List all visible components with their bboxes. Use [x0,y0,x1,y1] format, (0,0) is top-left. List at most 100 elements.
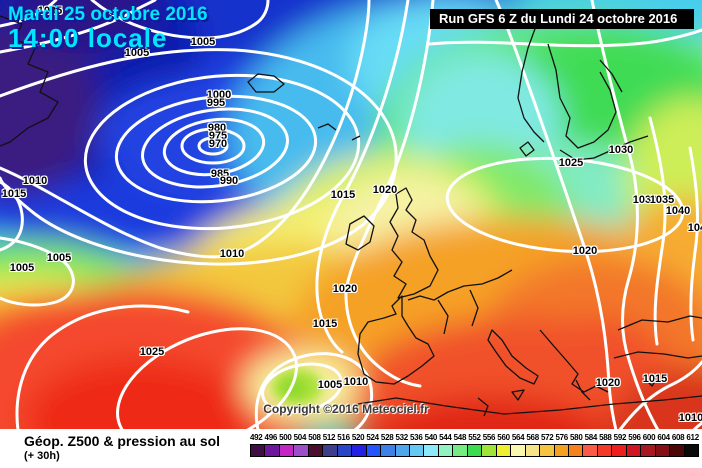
date-text: Mardi 25 octobre 2016 [8,4,208,25]
scale-swatch [279,445,295,456]
color-scale-values: 492 496 500 504 508 512 516 520 524 528 532 536 540 5… [246,429,702,442]
scale-value: 496 [264,433,278,442]
legend-caption-box: Géop. Z500 & pression au sol (+ 30h) [0,429,246,468]
scale-value: 492 [250,433,263,442]
pressure-label: 1005 [46,252,72,264]
scale-swatch [612,445,627,456]
scale-value: 532 [395,433,408,442]
scale-swatch [583,445,598,456]
scale-swatch [626,445,642,456]
pressure-label: 1010 [219,248,245,260]
scale-swatch [655,445,671,456]
scale-swatch [597,445,613,456]
scale-value: 508 [308,433,321,442]
date-box: Mardi 25 octobre 2016 14:00 locale [8,5,208,52]
scale-value: 612 [686,433,699,442]
scale-swatch [511,445,526,456]
pressure-label: 1005 [9,262,35,274]
run-info-box: Run GFS 6 Z du Lundi 24 octobre 2016 [430,9,694,29]
scale-value: 500 [279,433,292,442]
scale-swatch [453,445,468,456]
pressure-label: 1005 [190,36,216,48]
pressure-label: 1015 [330,189,356,201]
scale-value: 564 [511,433,525,442]
scale-swatch [540,445,555,456]
scale-swatch [395,445,410,456]
pressure-label: 1040 [665,205,691,217]
pressure-label: 1000 [206,89,232,101]
pressure-label: 1020 [332,283,358,295]
scale-value: 528 [380,433,394,442]
scale-value: 520 [351,433,365,442]
pressure-label: 1025 [139,346,165,358]
scale-value: 568 [526,433,539,442]
color-scale: 492 496 500 504 508 512 516 520 524 528 532 536 540 5… [246,429,702,468]
scale-value: 540 [424,433,438,442]
scale-swatch [482,445,497,456]
pressure-label: 985 [210,168,230,180]
scale-value: 504 [293,433,307,442]
scale-swatch [265,445,280,456]
pressure-label: 1030 [632,194,658,206]
pressure-label: 1015 [312,318,338,330]
pressure-label: 1015 [642,373,668,385]
legend-bar: Géop. Z500 & pression au sol (+ 30h) 492… [0,429,702,468]
scale-swatch [337,445,353,456]
scale-swatch [684,445,699,456]
pressure-label: 1005 [124,47,150,59]
scale-swatch [308,445,324,456]
scale-value: 596 [628,433,641,442]
scale-value: 580 [570,433,583,442]
pressure-label: 1010 [343,376,369,388]
scale-value: 536 [410,433,423,442]
pressure-label: 1020 [572,245,598,257]
scale-swatch [323,445,338,456]
legend-forecast-hour: (+ 30h) [24,450,60,462]
scale-value: 560 [497,433,510,442]
scale-value: 600 [642,433,656,442]
scale-value: 552 [468,433,481,442]
scale-value: 572 [540,433,554,442]
pressure-label: 1020 [372,184,398,196]
scale-swatch [352,445,367,456]
pressure-label: 1005 [37,5,63,17]
scale-swatch [496,445,512,456]
scale-swatch [366,445,382,456]
scale-swatch [525,445,541,456]
scale-value: 544 [439,433,452,442]
pressure-label: 1020 [595,377,621,389]
scale-swatch [438,445,454,456]
pressure-label: 980 [207,122,227,134]
pressure-label: 975 [208,130,228,142]
scale-swatch [294,445,309,456]
z500-local-minimum-blob [271,368,323,406]
scale-swatch [641,445,656,456]
pressure-label: 990 [219,175,239,187]
scale-value: 576 [555,433,568,442]
scale-value: 608 [671,433,685,442]
copyright-text: Copyright ©2016 Meteociel.fr [263,402,429,416]
pressure-label: 1035 [649,194,675,206]
local-time-text: 14:00 locale [8,22,168,53]
scale-swatch [381,445,396,456]
color-scale-swatches [250,444,699,457]
pressure-label: 995 [206,97,226,109]
scale-swatch [568,445,584,456]
scale-value: 604 [657,433,670,442]
scale-swatch [467,445,483,456]
scale-value: 524 [366,433,379,442]
pressure-label: 970 [208,138,228,150]
scale-swatch [424,445,439,456]
scale-swatch [251,445,266,456]
scale-value: 548 [453,433,467,442]
scale-value: 592 [613,433,627,442]
scale-swatch [409,445,425,456]
scale-value: 584 [584,433,598,442]
scale-value: 512 [322,433,336,442]
pressure-label: 1010 [22,175,48,187]
legend-title: Géop. Z500 & pression au sol [24,433,221,449]
coastlines [0,15,702,417]
